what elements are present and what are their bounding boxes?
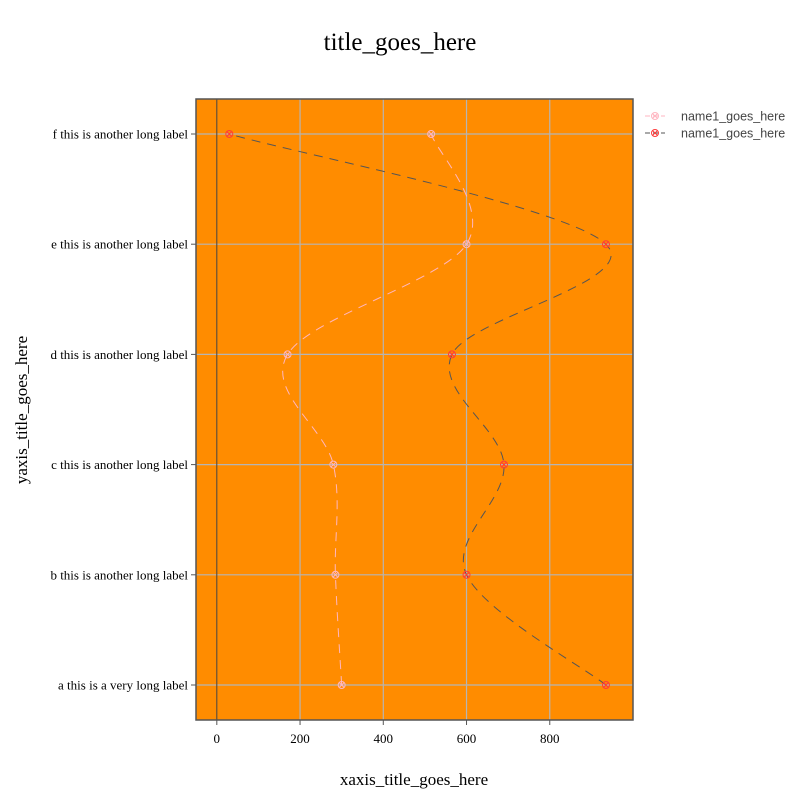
y-tick-label: c this is another long label <box>51 457 188 472</box>
marker-cross <box>463 241 470 248</box>
marker-cross <box>463 571 470 578</box>
marker-ring <box>337 681 346 689</box>
legend-swatch-marker[interactable] <box>651 112 659 120</box>
marker-ring <box>651 112 659 120</box>
marker-ring <box>499 460 508 469</box>
plot-area: 0 200 400 600 800 a this is a very long label… <box>50 98 634 746</box>
x-axis-title: xaxis_title_goes_here <box>340 770 488 789</box>
marker-ring <box>331 570 340 579</box>
data-point[interactable] <box>427 130 436 138</box>
marker-ring <box>447 350 456 359</box>
plot-frame <box>195 98 634 721</box>
marker-ring <box>283 350 292 359</box>
legend-item[interactable]: name1_goes_here <box>645 127 785 141</box>
legend[interactable]: name1_goes_here name1_goes_here <box>645 110 785 141</box>
series-2 <box>225 130 612 689</box>
marker-ring <box>462 240 471 249</box>
x-tick-label: 600 <box>457 731 477 746</box>
x-tick-label: 800 <box>540 731 560 746</box>
marker-ring <box>329 460 338 469</box>
data-point[interactable] <box>225 130 234 138</box>
marker-ring <box>601 681 610 689</box>
legend-label: name1_goes_here <box>681 127 785 141</box>
marker-cross <box>428 131 435 137</box>
data-point[interactable] <box>601 681 610 689</box>
chart-title: title_goes_here <box>324 29 477 56</box>
legend-swatch-marker[interactable] <box>651 129 659 137</box>
data-point[interactable] <box>462 570 471 579</box>
legend-item[interactable]: name1_goes_here <box>645 110 785 124</box>
series-line <box>282 133 474 686</box>
x-tick-label: 400 <box>374 731 394 746</box>
y-axis-title: yaxis_title_goes_here <box>12 336 31 484</box>
marker-ring <box>601 240 610 249</box>
marker-cross <box>501 461 507 468</box>
marker-cross <box>226 131 233 137</box>
y-tick-label: a this is a very long label <box>58 678 188 693</box>
marker-cross <box>652 130 658 136</box>
data-point[interactable] <box>331 570 340 579</box>
marker-ring <box>462 570 471 579</box>
data-point[interactable] <box>447 350 456 359</box>
marker-cross <box>338 682 345 688</box>
marker-cross <box>332 571 339 578</box>
marker-cross <box>330 461 337 468</box>
plot-background <box>196 99 633 720</box>
marker-ring <box>427 130 436 138</box>
x-tick-label: 0 <box>214 731 221 746</box>
y-tick-label: e this is another long label <box>51 237 188 252</box>
x-tick-label: 200 <box>290 731 310 746</box>
marker-ring <box>651 129 659 137</box>
data-point[interactable] <box>329 460 338 469</box>
series-1 <box>282 130 474 689</box>
marker-cross <box>603 682 609 688</box>
data-point[interactable] <box>283 350 292 359</box>
data-point[interactable] <box>601 240 610 249</box>
y-tick-label: b this is another long label <box>50 567 188 582</box>
data-point[interactable] <box>499 460 508 469</box>
data-point[interactable] <box>462 240 471 249</box>
marker-cross <box>284 351 291 358</box>
marker-ring <box>225 130 234 138</box>
marker-cross <box>449 351 455 358</box>
y-tick-label: d this is another long label <box>50 347 188 362</box>
legend-label: name1_goes_here <box>681 110 785 124</box>
y-tick-label: f this is another long label <box>53 127 189 142</box>
marker-cross <box>652 113 658 119</box>
marker-cross <box>603 241 609 248</box>
data-point[interactable] <box>337 681 346 689</box>
